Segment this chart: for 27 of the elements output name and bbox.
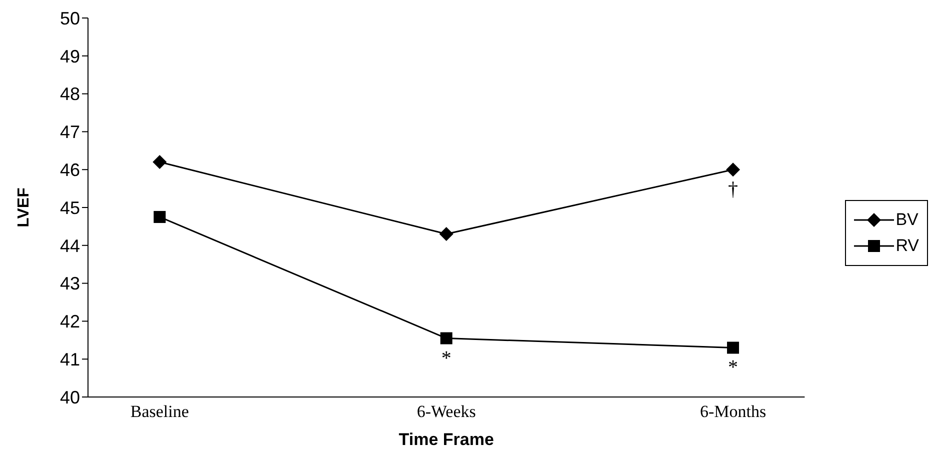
x-tick-label: Baseline	[130, 402, 189, 422]
x-tick-label: 6-Weeks	[416, 402, 476, 422]
y-tick-label: 44	[60, 236, 80, 256]
y-tick-label: 43	[60, 274, 80, 294]
y-tick-label: 40	[60, 387, 80, 408]
point	[152, 155, 167, 170]
y-tick-label: 49	[60, 46, 80, 66]
point	[726, 162, 740, 177]
annotation: *	[728, 356, 738, 379]
y-tick-label: 48	[60, 84, 80, 104]
x-tick-label: 6-Months	[700, 402, 766, 422]
point	[154, 210, 166, 223]
point	[439, 227, 454, 242]
legend-label: BV	[896, 210, 918, 230]
point	[440, 332, 452, 344]
annotation: †	[728, 178, 738, 201]
y-tick-label: 45	[60, 198, 80, 218]
y-tick-label: 42	[60, 312, 80, 332]
annotation: *	[441, 347, 452, 370]
y-tick-label: 46	[60, 160, 80, 180]
y-tick-label: 41	[60, 349, 80, 370]
x-axis-title: Time Frame	[398, 430, 494, 449]
y-tick-label: 50	[60, 8, 80, 28]
y-axis-title: LVEF	[16, 187, 33, 228]
legend-label: RV	[896, 236, 919, 256]
point	[727, 342, 740, 354]
y-tick-label: 47	[60, 122, 80, 142]
